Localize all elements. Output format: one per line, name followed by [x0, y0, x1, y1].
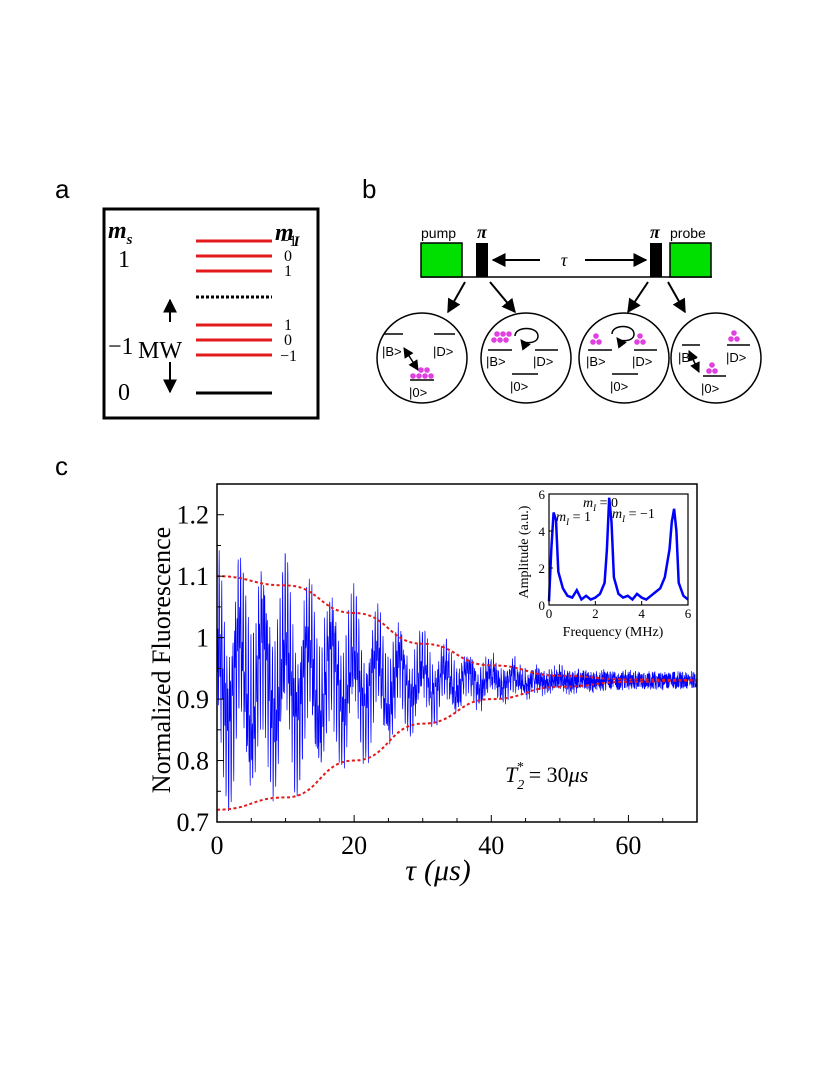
- peak-label-mi-0: mI = 0: [583, 496, 618, 513]
- main-plot: 0 20 40 600.70.80.911.11.2: [177, 483, 698, 860]
- main-y-tick-label: 0.9: [177, 685, 210, 714]
- dark-state-label: |D>: [726, 350, 746, 365]
- pump-arrow: [447, 281, 466, 314]
- main-y-tick-label: 1.2: [177, 501, 210, 530]
- inset-x-tick-label: 4: [638, 606, 645, 621]
- pi-label-right: π: [650, 222, 661, 242]
- inset-x-tick-label: 6: [685, 606, 692, 621]
- bright-state-label: |B>: [586, 354, 606, 369]
- inset-y-tick-label: 2: [539, 561, 546, 576]
- ground-state-label: |0>: [701, 381, 719, 396]
- population-dots: [706, 330, 740, 374]
- inset-x-tick-label: 2: [592, 606, 599, 621]
- spectrum-trace: [547, 497, 689, 602]
- decay-envelopes: [216, 575, 698, 811]
- inset-x-axis-label: Frequency (MHz): [563, 625, 664, 640]
- inset-y-axis-label: Amplitude (a.u.): [517, 505, 532, 598]
- tau-label: τ: [561, 250, 568, 270]
- t2-star-annotation: T2* = 30μs: [505, 760, 588, 793]
- panel-b: b pump probe π π τ |B> |D> |0>: [362, 174, 762, 404]
- inset-y-tick-label: 6: [539, 487, 546, 502]
- pump-pulse: [420, 242, 463, 278]
- population-dots: [410, 367, 434, 379]
- inset-axes: [548, 493, 689, 606]
- state-circle-3: |B> |D> |0>: [578, 312, 670, 404]
- main-y-tick-label: 0.7: [177, 808, 210, 837]
- bright-state-label: |B>: [382, 344, 402, 359]
- pi-pulse-right: [650, 243, 662, 277]
- panel-b-letter: b: [362, 174, 376, 204]
- upper-mi-label-1: 0: [284, 248, 292, 265]
- dark-state-label: |D>: [433, 344, 453, 359]
- pi-label-left: π: [477, 222, 488, 242]
- state-circle-2: |B> |D> |0>: [480, 312, 572, 404]
- upper-mi-label-0: −1: [280, 233, 297, 250]
- inset-x-tick-label: 0: [546, 606, 553, 621]
- ground-state-label: |0>: [409, 385, 427, 400]
- main-y-tick-label: 1.1: [177, 562, 210, 591]
- probe-pulse: [669, 242, 712, 278]
- population-dots: [491, 331, 512, 343]
- bright-state-label: |B>: [486, 354, 506, 369]
- panel-a-frame: [102, 207, 320, 420]
- upper-mi-label-2: 1: [284, 263, 292, 280]
- main-ticks: 0 20 40 600.70.80.911.11.2: [177, 483, 698, 860]
- population-dots: [590, 333, 646, 345]
- lower-mi-label-2: −1: [280, 348, 297, 365]
- main-x-axis-label: τ (μs): [405, 854, 470, 887]
- main-y-tick-label: 1: [196, 624, 209, 653]
- state-circle-4: |B> |D> |0>: [670, 312, 762, 404]
- signal-trace: [216, 550, 698, 812]
- main-y-tick-label: 0.8: [177, 747, 210, 776]
- mw-label: MW: [138, 338, 182, 364]
- precession-arrow: [514, 327, 539, 351]
- main-x-tick-label: 60: [615, 831, 641, 860]
- fluorescence-signal: [216, 550, 698, 812]
- precession-arrow: [611, 325, 635, 349]
- inset-plot: 0 2 4 6 0 2 4 6: [510, 487, 692, 633]
- panel-a-letter: a: [55, 174, 70, 204]
- inset-y-tick-label: 4: [539, 524, 546, 539]
- pump-label: pump: [421, 225, 456, 241]
- panel-c-letter: c: [55, 451, 68, 481]
- state-circle-1: |B> |D> |0>: [376, 312, 468, 404]
- panel-c: c 0 20 40 600.70.80.911.11.2 Normalized Flu…: [55, 451, 698, 887]
- probe-arrow: [667, 281, 686, 314]
- lower-mi-label-1: 0: [284, 332, 292, 349]
- main-x-tick-label: 40: [478, 831, 504, 860]
- ground-state-label: |0>: [610, 379, 628, 394]
- envelope-envelope_upper: [216, 575, 698, 682]
- pi-left-arrow: [489, 281, 516, 314]
- ms-header: ms: [108, 218, 133, 248]
- main-x-tick-label: 20: [341, 831, 367, 860]
- spectrum-line: [547, 497, 689, 602]
- ms-minus-one-label: −1: [108, 334, 134, 360]
- ms-zero-label: 0: [118, 380, 130, 406]
- ground-state-label: |0>: [510, 379, 528, 394]
- dark-state-label: |D>: [533, 354, 553, 369]
- pi-pulse-left: [476, 243, 488, 277]
- inset-y-tick-label: 0: [539, 598, 546, 613]
- dark-state-label: |D>: [632, 354, 652, 369]
- inset-frame: [548, 493, 689, 606]
- lower-mi-label-0: 1: [284, 317, 292, 334]
- peak-label-mi-minus1: mI = −1: [612, 507, 655, 524]
- main-y-axis-label: Normalized Fluorescence: [147, 527, 176, 793]
- inset-ticks: 0 2 4 6 0 2 4 6: [539, 487, 692, 621]
- pi-right-arrow: [627, 281, 649, 314]
- envelope-envelope_lower: [216, 679, 698, 811]
- mi-header: mI: [275, 220, 301, 250]
- probe-label: probe: [670, 225, 706, 241]
- panel-a: a ms mI 1 −1 MW 0 −1 0 1 1 0 −1: [55, 174, 320, 420]
- main-x-tick-label: 0: [211, 831, 224, 860]
- peak-label-mi-1: mI = 1: [556, 510, 591, 527]
- ms-one-label: 1: [118, 247, 130, 273]
